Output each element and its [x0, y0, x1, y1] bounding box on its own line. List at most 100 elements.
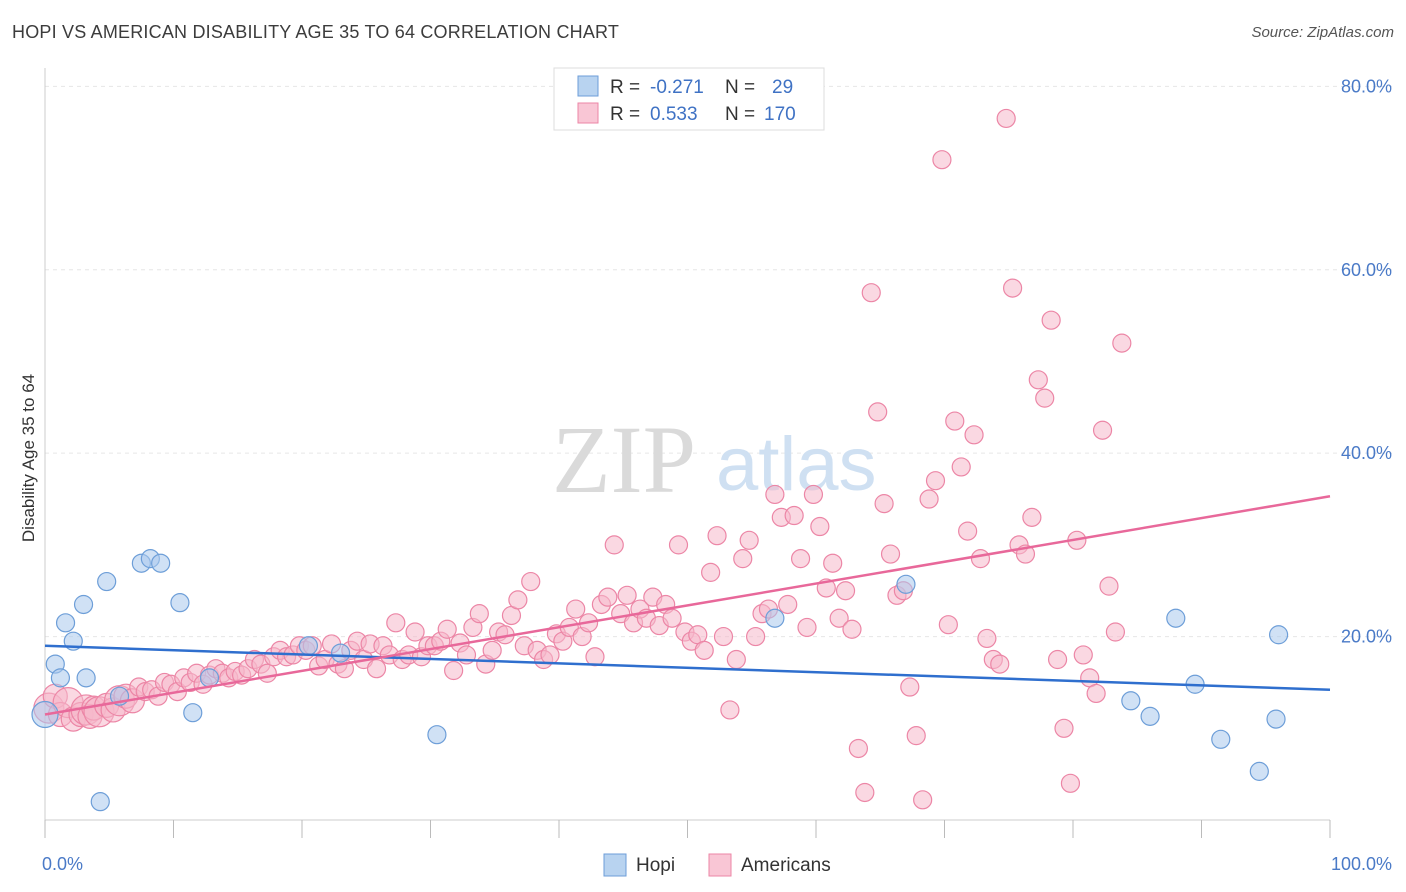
americans-point: [701, 562, 721, 582]
legend-label-americans: Americans: [741, 855, 831, 876]
stats-r-label-americans: R =: [610, 104, 640, 125]
americans-point: [521, 571, 541, 592]
watermark-zip: ZIP: [552, 406, 696, 513]
trend-lines: [44, 495, 1331, 716]
y-tick-label: 80.0%: [1341, 76, 1392, 96]
hopi-point: [170, 593, 190, 613]
hopi-point: [1166, 608, 1186, 628]
americans-point: [444, 660, 464, 681]
americans-point: [1105, 622, 1126, 642]
stats-n-label-americans: N =: [725, 104, 755, 125]
hopi-point: [298, 636, 319, 656]
axes: [44, 68, 1331, 838]
americans-point: [720, 700, 740, 720]
americans-point: [861, 283, 881, 303]
stats-legend: R = -0.271 N = 29 R = 0.533 N = 170: [553, 67, 825, 131]
chart-title: HOPI VS AMERICAN DISABILITY AGE 35 TO 64…: [12, 22, 620, 42]
americans-point: [739, 530, 759, 550]
stats-legend-box: [553, 67, 825, 131]
stats-n-value-americans: 170: [764, 104, 796, 125]
stats-r-label-hopi: R =: [610, 77, 640, 98]
americans-point: [585, 647, 605, 667]
americans-point: [829, 608, 849, 628]
americans-point: [977, 628, 997, 649]
americans-point: [990, 654, 1010, 674]
series-legend: Hopi Americans: [603, 853, 831, 877]
americans-point: [784, 505, 804, 526]
americans-trend-line: [44, 495, 1331, 716]
americans-point: [1112, 333, 1132, 353]
americans-point: [662, 608, 682, 628]
hopi-point: [1121, 691, 1141, 711]
americans-point: [482, 640, 502, 660]
stats-r-value-hopi: -0.271: [650, 77, 704, 98]
stats-n-value-hopi: 29: [772, 77, 793, 98]
americans-point: [938, 615, 958, 635]
americans-point: [713, 626, 734, 647]
americans-point: [823, 553, 843, 573]
americans-point: [1086, 683, 1106, 704]
americans-point: [1060, 773, 1081, 793]
americans-point: [437, 619, 457, 639]
americans-point: [1092, 420, 1113, 440]
legend-label-hopi: Hopi: [636, 855, 675, 876]
hopi-point: [896, 574, 916, 594]
americans-point: [733, 549, 753, 569]
americans-point: [598, 587, 618, 607]
grid-lines: [45, 85, 1392, 638]
americans-point: [855, 782, 875, 803]
hopi-point: [50, 668, 71, 688]
hopi-point: [765, 608, 785, 628]
americans-point: [951, 457, 971, 477]
americans-point: [1028, 370, 1048, 390]
americans-point: [1035, 388, 1055, 408]
americans-point: [835, 581, 856, 601]
legend-swatch-hopi: [603, 853, 627, 877]
americans-point: [1054, 718, 1074, 738]
hopi-point: [1268, 625, 1289, 645]
americans-point: [366, 659, 387, 679]
americans-point: [874, 494, 894, 514]
americans-point: [1073, 645, 1093, 665]
legend-swatch-americans: [708, 853, 732, 877]
y-tick-label: 20.0%: [1341, 627, 1392, 647]
americans-point: [842, 619, 862, 639]
americans-point: [900, 677, 920, 697]
americans-point: [958, 521, 978, 541]
stats-swatch-hopi: [577, 75, 599, 97]
stats-n-label-hopi: N =: [725, 77, 755, 98]
americans-point: [604, 535, 624, 555]
y-axis-label: Disability Age 35 to 64: [19, 374, 38, 542]
hopi-point: [199, 668, 220, 688]
y-tick-labels: 20.0% 40.0% 60.0% 80.0%: [1341, 76, 1392, 646]
americans-point: [726, 649, 746, 670]
y-tick-label: 60.0%: [1341, 260, 1392, 280]
americans-point: [810, 516, 830, 537]
hopi-point: [151, 553, 171, 573]
hopi-point: [90, 792, 110, 812]
y-tick-label: 40.0%: [1341, 443, 1392, 463]
americans-point: [964, 425, 984, 445]
americans-point: [1003, 278, 1023, 298]
americans-point: [386, 613, 406, 633]
americans-point: [868, 402, 888, 422]
americans-point: [797, 617, 817, 638]
stats-swatch-americans: [577, 102, 599, 124]
americans-point: [1047, 649, 1068, 670]
hopi-point: [1140, 706, 1160, 726]
hopi-point: [76, 668, 96, 688]
americans-point: [707, 526, 727, 546]
americans-point: [1041, 310, 1061, 330]
americans-point: [848, 738, 869, 759]
americans-point: [469, 604, 489, 624]
x-tick-labels: 0.0% 100.0%: [42, 854, 1392, 874]
data-points: [31, 108, 1289, 812]
hopi-point: [183, 703, 203, 723]
watermark: ZIP atlas: [552, 406, 877, 513]
americans-point: [540, 645, 560, 665]
americans-point: [617, 585, 637, 605]
americans-point: [778, 594, 798, 615]
americans-point: [913, 790, 933, 810]
americans-point: [790, 549, 811, 569]
watermark-atlas: atlas: [716, 422, 877, 507]
